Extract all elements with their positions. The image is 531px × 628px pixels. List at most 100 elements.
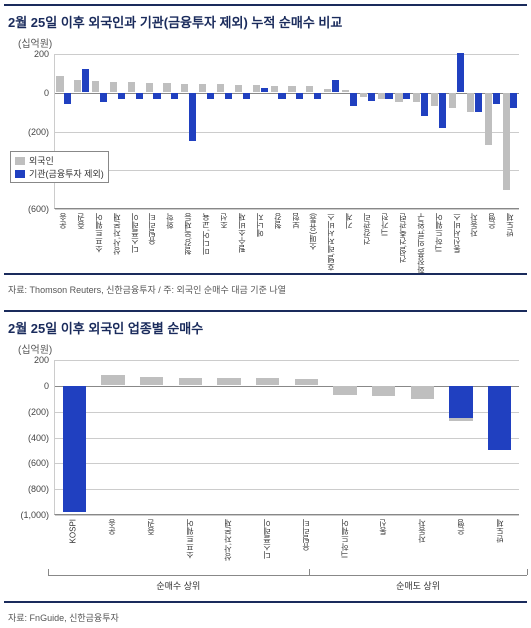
xtick-label: KOSPI xyxy=(69,519,78,543)
legend-label-b: 기관(금융투자 제외) xyxy=(29,167,104,180)
bar-institution xyxy=(118,93,125,99)
bar-foreigner xyxy=(56,76,63,92)
xtick-label: 상사,자본재 xyxy=(111,213,122,255)
bar-grey xyxy=(217,378,240,384)
bar-institution xyxy=(278,93,285,99)
bar-institution xyxy=(475,93,482,112)
legend-label-a: 외국인 xyxy=(29,154,54,167)
legend-swatch-b xyxy=(15,170,25,178)
xtick-label: 철강,목재등 xyxy=(183,213,194,255)
bar-grey xyxy=(372,386,395,396)
chart2-wrap: (1,000)(800)(600)(400)(200)0200 xyxy=(4,356,527,517)
chart1-wrap: (600)(400)(200)0200 외국인 기관(금융투자 제외) xyxy=(4,50,527,211)
xgroup-label: 순매수 상위 xyxy=(48,579,310,592)
bar-foreigner xyxy=(128,82,135,92)
bar-institution xyxy=(64,93,71,105)
xtick-label: 미디어,교육 xyxy=(201,213,212,255)
bar-grey xyxy=(101,375,124,385)
ytick-label: (200) xyxy=(9,407,49,417)
bar-institution xyxy=(225,93,232,99)
bar-foreigner xyxy=(181,84,188,92)
bar-institution xyxy=(421,93,428,116)
bar-institution xyxy=(296,93,303,99)
xtick-label: IT가전 xyxy=(379,213,390,236)
bar-foreigner xyxy=(253,85,260,92)
bar-institution xyxy=(207,93,214,99)
xtick-label: IT하드웨어 xyxy=(433,213,444,252)
bar-foreigner xyxy=(467,93,474,112)
bar-institution xyxy=(457,53,464,92)
chart2-source: 자료: FnGuide, 신한금융투자 xyxy=(4,607,527,624)
legend-row-a: 외국인 xyxy=(15,154,104,167)
xtick-label: 보험 xyxy=(290,213,301,229)
xtick-label: 통신 xyxy=(378,519,389,535)
ytick-label: 200 xyxy=(9,355,49,365)
ytick-label: 0 xyxy=(9,88,49,98)
bar-institution xyxy=(243,93,250,99)
bar-institution xyxy=(171,93,178,99)
bar-foreigner xyxy=(271,86,278,92)
chart2-title: 2월 25일 이후 외국인 업종별 순매수 xyxy=(4,312,527,341)
bar-institution xyxy=(368,93,375,101)
chart2-plot: (1,000)(800)(600)(400)(200)0200 xyxy=(54,360,519,515)
chart2-panel: 2월 25일 이후 외국인 업종별 순매수 (십억원) (1,000)(800)… xyxy=(4,310,527,603)
bar-grey xyxy=(295,379,318,385)
xtick-label: 화장품,의류,완구 xyxy=(415,213,426,273)
xtick-label: 디스플레이 xyxy=(262,519,273,559)
bar-blue xyxy=(63,386,86,513)
bar-foreigner xyxy=(92,81,99,92)
xtick-label: 소매(유통) xyxy=(308,213,319,250)
xtick-label: 조선 xyxy=(218,213,229,229)
xgroup-label: 순매도 상위 xyxy=(309,579,527,592)
bar-grey xyxy=(333,386,356,395)
bar-foreigner xyxy=(163,83,170,92)
bar-foreigner xyxy=(503,93,510,190)
bar-blue xyxy=(488,386,511,451)
bar-foreigner xyxy=(431,93,438,107)
bar-blue xyxy=(449,386,472,418)
xtick-label: 철강 xyxy=(272,213,283,229)
bar-institution xyxy=(385,93,392,99)
bar-institution xyxy=(332,80,339,92)
bar-institution xyxy=(189,93,196,141)
xtick-label: IT하드웨어 xyxy=(339,519,350,558)
chart1-unit: (십억원) xyxy=(4,35,527,50)
chart1-title: 2월 25일 이후 외국인과 기관(금융투자 제외) 누적 순매수 비교 xyxy=(4,6,527,35)
bar-foreigner xyxy=(413,93,420,103)
xtick-label: 상사,자본재 xyxy=(223,519,234,561)
chart2-xlabels: KOSPI운송증권소프트웨어상사,자본재디스플레이유틸리티IT하드웨어통신자동차… xyxy=(4,517,527,595)
chart1-xlabels: 운송증권소프트웨어상사,자본재디스플레이유틸리티화학철강,목재등미디어,교육조선… xyxy=(4,211,527,267)
bar-institution xyxy=(261,88,268,92)
bar-institution xyxy=(100,93,107,103)
ytick-label: (400) xyxy=(9,433,49,443)
chart1-source: 자료: Thomson Reuters, 신한금융투자 / 주: 외국인 순매수… xyxy=(4,279,527,296)
xtick-label: 증권 xyxy=(145,519,156,535)
xtick-label: 호텔,레저서비스 xyxy=(326,213,337,271)
bar-foreigner xyxy=(288,86,295,92)
bar-grey xyxy=(411,386,434,399)
bar-foreigner xyxy=(110,82,117,92)
chart1-legend: 외국인 기관(금융투자 제외) xyxy=(10,151,109,183)
xtick-label: 운송 xyxy=(107,519,118,535)
bar-grey xyxy=(140,377,163,385)
bar-foreigner xyxy=(324,89,331,92)
bar-institution xyxy=(153,93,160,99)
bar-institution xyxy=(510,93,517,109)
legend-row-b: 기관(금융투자 제외) xyxy=(15,167,104,180)
bar-foreigner xyxy=(395,93,402,103)
bar-foreigner xyxy=(146,83,153,92)
xtick-label: 운송 xyxy=(57,213,68,229)
xtick-label: 화학 xyxy=(165,213,176,229)
bar-grey xyxy=(256,378,279,384)
bar-foreigner xyxy=(360,93,367,97)
legend-swatch-a xyxy=(15,157,25,165)
xtick-label: 디스플레이 xyxy=(129,213,140,253)
xtick-label: 필수소비재 xyxy=(236,213,247,253)
bar-foreigner xyxy=(449,93,456,109)
chart1-panel: 2월 25일 이후 외국인과 기관(금융투자 제외) 누적 순매수 비교 (십억… xyxy=(4,4,527,275)
bar-institution xyxy=(493,93,500,105)
xtick-label: 자동차 xyxy=(469,213,480,237)
bar-foreigner xyxy=(342,90,349,92)
chart1-plot: (600)(400)(200)0200 xyxy=(54,54,519,209)
xtick-label: 증권 xyxy=(75,213,86,229)
